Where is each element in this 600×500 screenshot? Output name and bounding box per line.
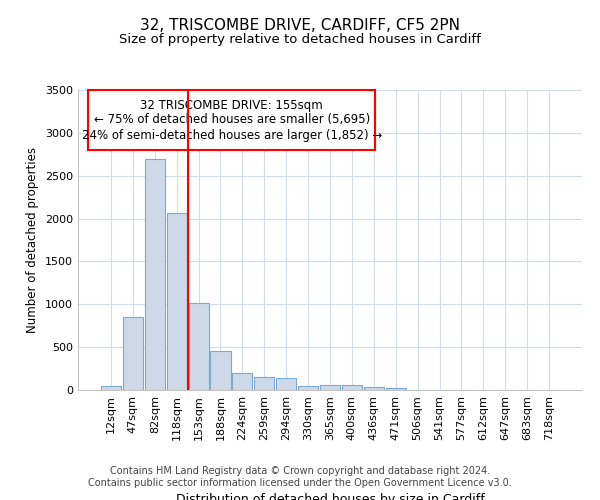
X-axis label: Distribution of detached houses by size in Cardiff: Distribution of detached houses by size …: [176, 493, 484, 500]
Bar: [167, 214, 187, 390]
Text: 32 TRISCOMBE DRIVE: 155sqm
← 75% of detached houses are smaller (5,695)
24% of s: 32 TRISCOMBE DRIVE: 155sqm ← 75% of deta…: [82, 98, 382, 142]
Bar: [101, 386, 121, 390]
Bar: [123, 317, 143, 390]
Bar: [298, 386, 318, 390]
Bar: [320, 385, 340, 390]
Bar: [364, 388, 384, 390]
FancyBboxPatch shape: [88, 90, 376, 150]
Text: 32, TRISCOMBE DRIVE, CARDIFF, CF5 2PN: 32, TRISCOMBE DRIVE, CARDIFF, CF5 2PN: [140, 18, 460, 32]
Bar: [342, 386, 362, 390]
Bar: [254, 377, 274, 390]
Y-axis label: Number of detached properties: Number of detached properties: [26, 147, 40, 333]
Bar: [276, 378, 296, 390]
Bar: [145, 158, 165, 390]
Text: Size of property relative to detached houses in Cardiff: Size of property relative to detached ho…: [119, 32, 481, 46]
Bar: [386, 388, 406, 390]
Bar: [232, 373, 253, 390]
Bar: [211, 350, 230, 390]
Bar: [188, 304, 209, 390]
Text: Contains HM Land Registry data © Crown copyright and database right 2024.
Contai: Contains HM Land Registry data © Crown c…: [88, 466, 512, 487]
